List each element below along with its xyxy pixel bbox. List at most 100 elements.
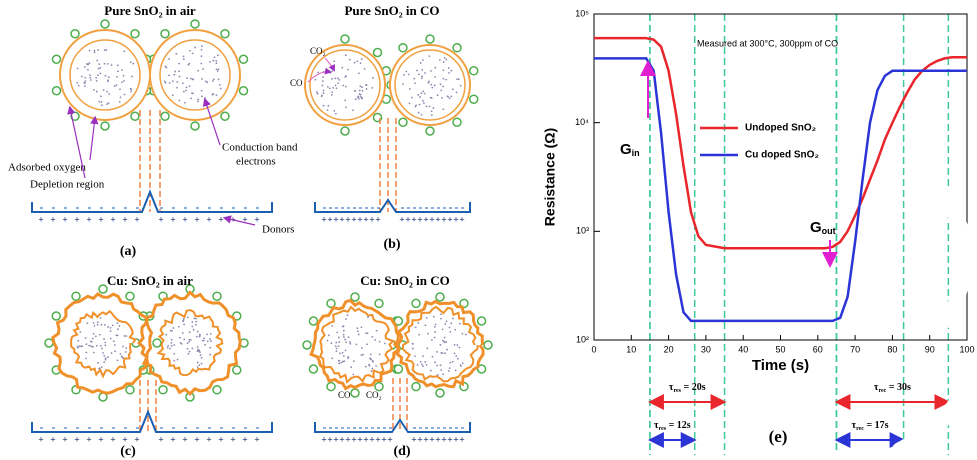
electron-dot (117, 322, 119, 324)
electron-dot (173, 74, 175, 76)
electron-dot (440, 89, 442, 91)
donor-plus: + (321, 214, 326, 224)
adsorbed-oxygen (221, 112, 229, 120)
donor-plus: + (333, 214, 338, 224)
electron-dot (436, 351, 438, 353)
electron-dot (218, 79, 220, 81)
electron-dot (195, 321, 197, 323)
electron-dot (439, 344, 441, 346)
electron-dot (421, 75, 423, 77)
electron-dot (338, 363, 340, 365)
electron-dot (335, 113, 337, 115)
electron-dot (124, 335, 126, 337)
electron-dot (130, 88, 132, 90)
electron-dot (201, 357, 203, 359)
donor-plus: + (375, 434, 380, 444)
electron-dot (419, 96, 421, 98)
electron-dot (79, 345, 81, 347)
electron-dot (88, 345, 90, 347)
electron-dot (440, 318, 442, 320)
electron-dot (323, 105, 325, 107)
diagram-label: electrons (236, 156, 276, 168)
electron-dot (169, 348, 171, 350)
g-out-label-symbol: G (810, 219, 822, 236)
adsorbed-oxygen (240, 87, 248, 95)
electron-dot (192, 348, 194, 350)
electron-dot (356, 327, 358, 329)
electron-dot (405, 71, 407, 73)
electron-dot (412, 348, 414, 350)
electron-dot (419, 104, 421, 106)
adsorbed-oxygen (484, 341, 492, 349)
electron-dot (199, 336, 201, 338)
donor-plus: + (194, 434, 199, 444)
electron-dot (170, 342, 172, 344)
electron-dot (120, 353, 122, 355)
electron-dot (370, 353, 372, 355)
x-tick-label: 70 (850, 344, 860, 354)
electron-dot (374, 339, 376, 341)
electron-dot (104, 342, 106, 344)
electron-dot (169, 82, 171, 84)
pointer-arrow (90, 118, 95, 160)
donor-plus: + (230, 434, 235, 444)
electron-dot (199, 334, 201, 336)
electron-dot (339, 353, 341, 355)
electron-dot (370, 370, 372, 372)
electron-dot (360, 62, 362, 64)
electron-dot (418, 112, 420, 114)
electron-dot (85, 358, 87, 360)
electron-dot (455, 369, 457, 371)
electron-dot (450, 322, 452, 324)
electron-dot (191, 92, 193, 94)
electron-dot (97, 324, 99, 326)
electron-dot (409, 88, 411, 90)
electron-dot (316, 91, 318, 93)
donor-plus: + (194, 214, 199, 224)
electron-dot (359, 85, 361, 87)
electron-dot (430, 84, 432, 86)
electron-dot (436, 365, 438, 367)
x-tick-label: 40 (738, 344, 748, 354)
electron-dot (183, 324, 185, 326)
electron-dot (454, 353, 456, 355)
electron-dot (426, 347, 428, 349)
adsorbed-oxygen (394, 365, 402, 373)
diagram-label: CO₂ (310, 46, 326, 56)
electron-dot (209, 354, 211, 356)
electron-dot (197, 346, 199, 348)
electron-dot (201, 45, 203, 47)
donor-plus: + (447, 434, 452, 444)
donor-plus: + (170, 434, 175, 444)
electron-dot (104, 63, 106, 65)
electron-dot (430, 97, 432, 99)
donor-plus: + (357, 214, 362, 224)
electron-dot (331, 357, 333, 359)
electron-dot (327, 109, 329, 111)
electron-dot (193, 329, 195, 331)
adsorbed-oxygen (470, 95, 478, 103)
electron-dot (440, 369, 442, 371)
electron-dot (125, 335, 127, 337)
adsorbed-oxygen (45, 339, 53, 347)
electron-dot (96, 345, 98, 347)
electron-dot (429, 105, 431, 107)
donor-plus: + (369, 434, 374, 444)
electron-dot (452, 361, 454, 363)
electron-dot (425, 324, 427, 326)
electron-dot (89, 50, 91, 52)
electron-dot (94, 51, 96, 53)
electron-dot (130, 61, 132, 63)
electron-dot (122, 346, 124, 348)
electron-dot (322, 76, 324, 78)
electron-dot (99, 67, 101, 69)
x-tick-label: 90 (925, 344, 935, 354)
electron-dot (201, 363, 203, 365)
electron-dot (193, 318, 195, 320)
electron-dot (423, 102, 425, 104)
electron-dot (183, 91, 185, 93)
electron-dot (206, 333, 208, 335)
adsorbed-oxygen (426, 127, 434, 135)
electron-dot (164, 80, 166, 82)
x-tick-label: 0 (591, 344, 596, 354)
